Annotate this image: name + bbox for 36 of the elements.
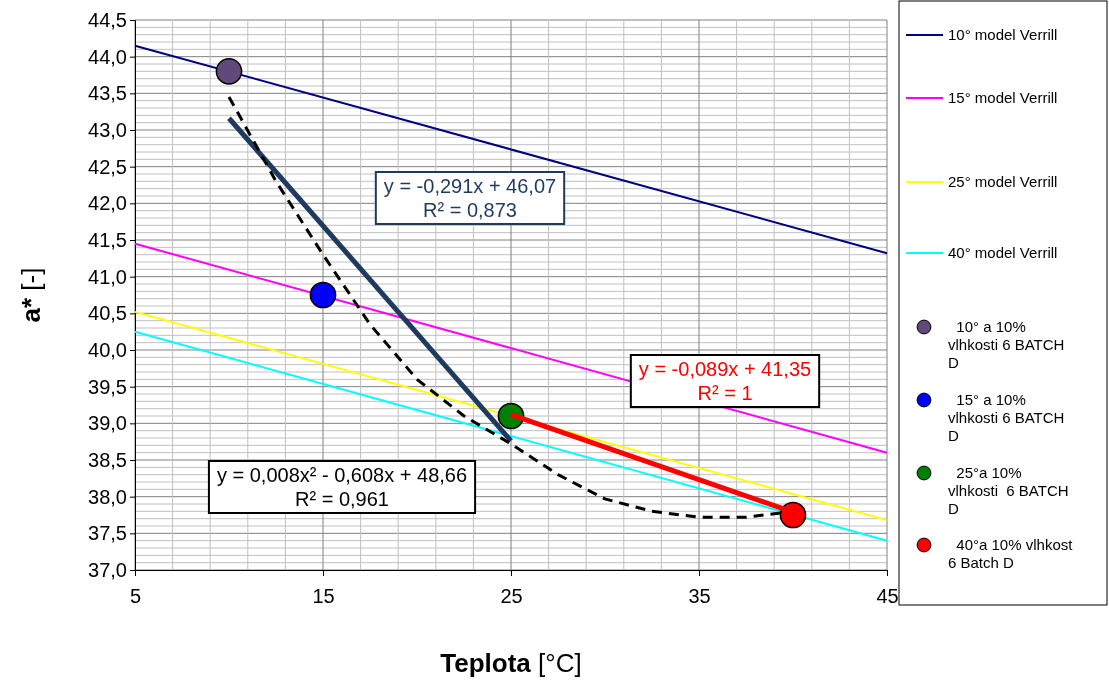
legend-label: 15° a 10% vlhkosti 6 BATCH D [948, 391, 1065, 444]
y-tick-label: 41,0 [88, 265, 127, 288]
y-tick-label: 43,0 [88, 118, 127, 141]
y-axis-title: a* [-] [16, 267, 46, 323]
y-tick-label: 42,5 [88, 155, 127, 178]
y-tick-label: 44,5 [88, 8, 127, 31]
y-tick-label: 39,0 [88, 412, 127, 435]
y-tick-label: 37,5 [88, 522, 127, 545]
y-tick-label: 39,5 [88, 375, 127, 398]
legend-label: 40°a 10% vlhkost 6 Batch D [948, 536, 1074, 571]
legend-label: 15° model Verrill [948, 89, 1058, 106]
y-tick-label: 41,5 [88, 228, 127, 251]
point [309, 281, 337, 309]
legend-label: 25°a 10% vlhkosti 6 BATCH D [948, 464, 1069, 517]
annotation: y = -0,291x + 46,07 R² = 0,873 [383, 175, 557, 221]
annotation: y = -0,089x + 41,35 R² = 1 [638, 358, 812, 404]
y-tick-label: 42,0 [88, 192, 127, 215]
x-tick-label: 35 [688, 585, 711, 607]
legend-label: 25° model Verrill [948, 173, 1058, 190]
y-tick-label: 43,5 [88, 82, 127, 105]
y-tick-label: 44,0 [88, 45, 127, 68]
y-tick-label: 37,0 [88, 558, 127, 581]
y-tick-label: 38,5 [88, 448, 127, 471]
x-tick-label: 45 [876, 585, 899, 607]
x-tick-label: 5 [129, 585, 142, 607]
legend-label: 10° a 10% vlhkosti 6 BATCH D [948, 318, 1065, 371]
x-tick-label: 15 [312, 585, 335, 607]
x-axis-title: Teplota [°C] [440, 648, 582, 678]
legend-label: 10° model Verrill [948, 26, 1058, 43]
point [215, 57, 243, 85]
x-tick-label: 25 [500, 585, 523, 607]
annotation: y = 0,008x² - 0,608x + 48,66 R² = 0,961 [216, 464, 468, 510]
y-tick-label: 40,5 [88, 302, 127, 325]
y-tick-label: 38,0 [88, 485, 127, 508]
legend-label: 40° model Verrill [948, 244, 1058, 261]
y-tick-label: 40,0 [88, 338, 127, 361]
